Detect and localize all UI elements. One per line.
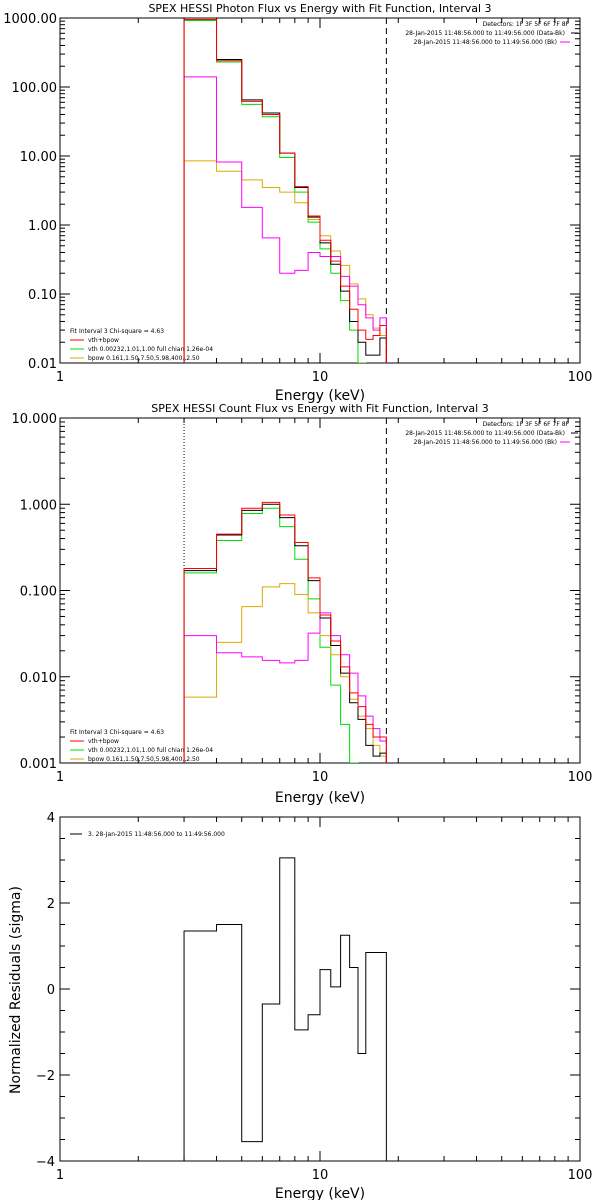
residuals-y-tick-label: 4 — [47, 811, 55, 826]
photon-flux-legend-line-1: Detectors: 1F 3F 5F 6F 7F 8F — [483, 21, 570, 28]
photon-flux-series-vth — [183, 19, 367, 363]
count-flux-series-data — [183, 503, 387, 763]
residuals-x-tick-label: 1 — [56, 1168, 64, 1183]
count-flux-xlabel: Energy (keV) — [275, 790, 365, 806]
count-flux-y-tick-label: 0.010 — [20, 671, 57, 686]
photon-flux-xlabel: Energy (keV) — [275, 388, 365, 404]
residuals-series-group — [183, 857, 387, 1161]
photon-flux-series-bk — [183, 76, 387, 363]
photon-flux-fit-legend-3: vth 0.00232,1.01,1.00 full chian 1.26e-0… — [88, 346, 213, 353]
count-flux-series-group — [183, 501, 387, 763]
count-flux-title: SPEX HESSI Count Flux vs Energy with Fit… — [151, 402, 488, 415]
residuals-y-tick-label: 0 — [47, 983, 55, 998]
photon-flux-y-tick-label: 100.00 — [12, 81, 58, 96]
photon-flux-frame — [59, 17, 581, 364]
count-flux-fit-legend-3: vth 0.00232,1.01,1.00 full chian 1.26e-0… — [88, 747, 213, 754]
residuals-xlabel: Energy (keV) — [275, 1186, 365, 1200]
count-flux-fit-legend-4: bpow 0.161,1.50,7.50,5.98,400.,2.50 — [88, 756, 200, 763]
count-flux-legend-line-1: Detectors: 1F 3F 5F 6F 7F 8F — [483, 421, 570, 428]
photon-flux-title: SPEX HESSI Photon Flux vs Energy with Fi… — [148, 2, 491, 15]
count-flux-x-tick-label: 1 — [56, 770, 64, 785]
photon-flux-x-tick-label: 1 — [56, 370, 64, 385]
photon-flux-x-tick-label: 10 — [312, 370, 329, 385]
count-flux-y-tick-label: 1.000 — [20, 498, 57, 513]
count-flux-panel: SPEX HESSI Count Flux vs Energy with Fit… — [12, 402, 593, 806]
photon-flux-series-group — [183, 19, 387, 363]
count-flux-legend-line-3: 28-Jan-2015 11:48:56.000 to 11:49:56.000… — [414, 439, 557, 446]
photon-flux-legend-line-3: 28-Jan-2015 11:48:56.000 to 11:49:56.000… — [414, 39, 557, 46]
photon-flux-y-tick-label: 1000.00 — [3, 12, 57, 27]
photon-flux-fit-legend-1: Fit Interval 3 Chi-square = 4.63 — [70, 328, 164, 335]
photon-flux-fit-legend-2: vth+bpow — [88, 337, 119, 344]
photon-flux-y-tick-label: 1.00 — [28, 219, 57, 234]
count-flux-y-tick-label: 0.001 — [20, 757, 57, 772]
residuals-legend-line-1: 3. 28-Jan-2015 11:48:56.000 to 11:49:56.… — [88, 831, 225, 838]
residuals-ylabel: Normalized Residuals (sigma) — [8, 886, 24, 1094]
count-flux-x-tick-label: 10 — [312, 770, 329, 785]
count-flux-series-vth — [183, 507, 359, 763]
residuals-x-tick-label: 10 — [312, 1168, 329, 1183]
photon-flux-y-tick-label: 10.00 — [20, 150, 57, 165]
count-flux-series-bpow — [183, 583, 387, 763]
count-flux-legend-line-2: 28-Jan-2015 11:48:56.000 to 11:49:56.000… — [405, 430, 565, 437]
photon-flux-panel: SPEX HESSI Photon Flux vs Energy with Fi… — [3, 2, 592, 404]
residuals-series-data — [183, 857, 387, 1161]
photon-flux-x-tick-label: 100 — [568, 370, 593, 385]
count-flux-y-tick-label: 10.000 — [12, 412, 58, 427]
photon-flux-y-tick-label: 0.10 — [28, 288, 57, 303]
photon-flux-y-tick-label: 0.01 — [28, 357, 57, 372]
residuals-y-tick-label: −4 — [36, 1155, 55, 1170]
count-flux-x-tick-label: 100 — [568, 770, 593, 785]
photon-flux-series-total — [183, 19, 387, 363]
photon-flux-fit-legend-4: bpow 0.161,1.50,7.50,5.98,400.,2.50 — [88, 355, 200, 362]
count-flux-fit-legend-1: Fit Interval 3 Chi-square = 4.63 — [70, 729, 164, 736]
residuals-y-tick-label: 2 — [47, 897, 55, 912]
count-flux-series-bk — [183, 612, 387, 763]
count-flux-y-tick-label: 0.100 — [20, 585, 57, 600]
photon-flux-series-data — [183, 19, 387, 363]
photon-flux-legend-line-2: 28-Jan-2015 11:48:56.000 to 11:49:56.000… — [405, 30, 565, 37]
residuals-y-tick-label: −2 — [36, 1069, 55, 1084]
residuals-x-tick-label: 100 — [568, 1168, 593, 1183]
photon-flux-series-bpow — [183, 160, 387, 363]
residuals-panel: Energy (keV) Normalized Residuals (sigma… — [8, 811, 592, 1200]
count-flux-series-total — [183, 501, 387, 763]
count-flux-fit-legend-2: vth+bpow — [88, 738, 119, 745]
